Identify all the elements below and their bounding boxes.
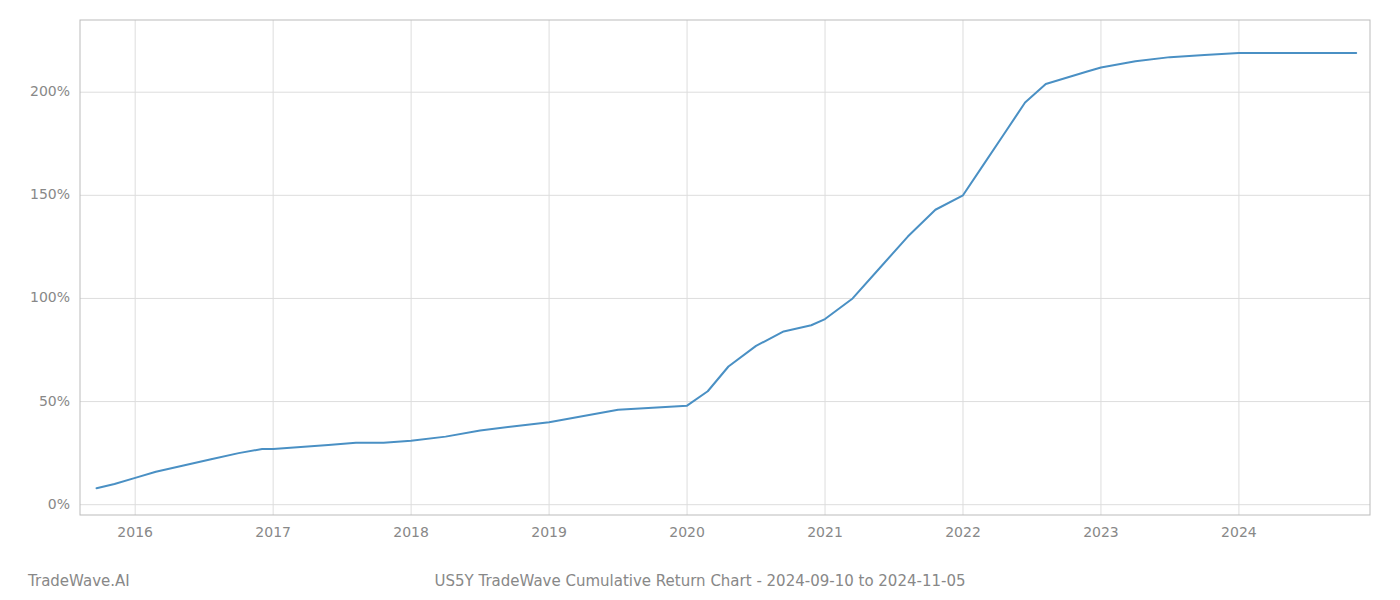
x-grid-line [962, 20, 963, 515]
watermark: TradeWave.AI [27, 572, 130, 590]
x-tick-label: 2024 [1221, 524, 1257, 540]
x-grid-line [135, 20, 136, 515]
x-tick-label: 2023 [1083, 524, 1119, 540]
y-tick-label: 0% [48, 496, 70, 512]
line [97, 53, 1357, 488]
x-tick-label: 2017 [255, 524, 291, 540]
x-grid-line [1238, 20, 1239, 515]
series [97, 53, 1357, 488]
x-tick-label: 2020 [669, 524, 705, 540]
y-tick-label: 200% [30, 83, 70, 99]
x-grid-line [1100, 20, 1101, 515]
x-tick-label: 2022 [945, 524, 981, 540]
x-tick-label: 2016 [117, 524, 153, 540]
grid [80, 20, 1370, 515]
x-grid-line [825, 20, 826, 515]
y-tick-label: 150% [30, 186, 70, 202]
x-grid-line [273, 20, 274, 515]
title: US5Y TradeWave Cumulative Return Chart -… [434, 572, 965, 590]
x-tick-label: 2019 [531, 524, 567, 540]
y-tick-label: 50% [39, 393, 70, 409]
chart: 0% 50% 100% 150% 200% 2016 2017 2018 2019 2020 202… [0, 0, 1400, 600]
x-tick-label: 2018 [393, 524, 429, 540]
x-tick-label: 2021 [807, 524, 843, 540]
x-grid-line [549, 20, 550, 515]
y-tick-label: 100% [30, 289, 70, 305]
plot-frame [80, 20, 1370, 515]
x-grid-line [687, 20, 688, 515]
